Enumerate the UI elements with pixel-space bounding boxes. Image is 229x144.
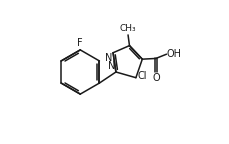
Text: N: N	[108, 61, 115, 71]
Text: N: N	[105, 53, 112, 63]
Text: CH₃: CH₃	[120, 24, 136, 33]
Text: OH: OH	[167, 49, 182, 59]
Text: Cl: Cl	[138, 71, 147, 81]
Text: F: F	[77, 38, 83, 49]
Text: O: O	[152, 73, 160, 83]
